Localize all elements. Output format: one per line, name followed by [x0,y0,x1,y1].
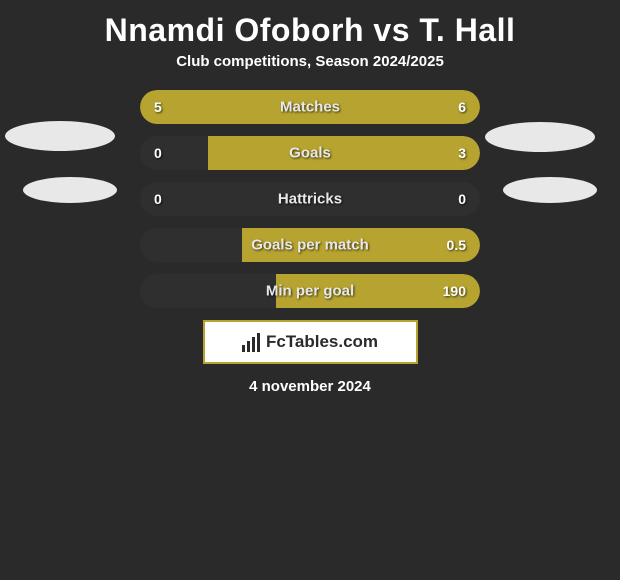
comparison-row: 0Goals3 [140,136,480,170]
comparison-row: Goals per match0.5 [140,228,480,262]
decorative-ellipse [5,121,115,151]
decorative-ellipse [23,177,117,203]
row-label: Hattricks [140,191,480,208]
comparison-row: 5Matches6 [140,90,480,124]
row-label: Matches [140,99,480,116]
decorative-ellipse [503,177,597,203]
right-value: 0.5 [447,237,466,253]
logo-text: FcTables.com [266,332,378,352]
comparison-row: Min per goal190 [140,274,480,308]
comparison-row: 0Hattricks0 [140,182,480,216]
row-label: Goals per match [140,237,480,254]
right-value: 190 [443,283,466,299]
decorative-ellipse [485,122,595,152]
right-value: 0 [458,191,466,207]
comparison-rows: 5Matches60Goals30Hattricks0Goals per mat… [140,90,480,308]
bars-icon [242,333,260,352]
row-label: Goals [140,145,480,162]
right-value: 6 [458,99,466,115]
page-subtitle: Club competitions, Season 2024/2025 [0,53,620,90]
page-title: Nnamdi Ofoborh vs T. Hall [0,0,620,53]
row-label: Min per goal [140,283,480,300]
right-value: 3 [458,145,466,161]
source-logo: FcTables.com [203,320,418,364]
date-label: 4 november 2024 [0,364,620,395]
